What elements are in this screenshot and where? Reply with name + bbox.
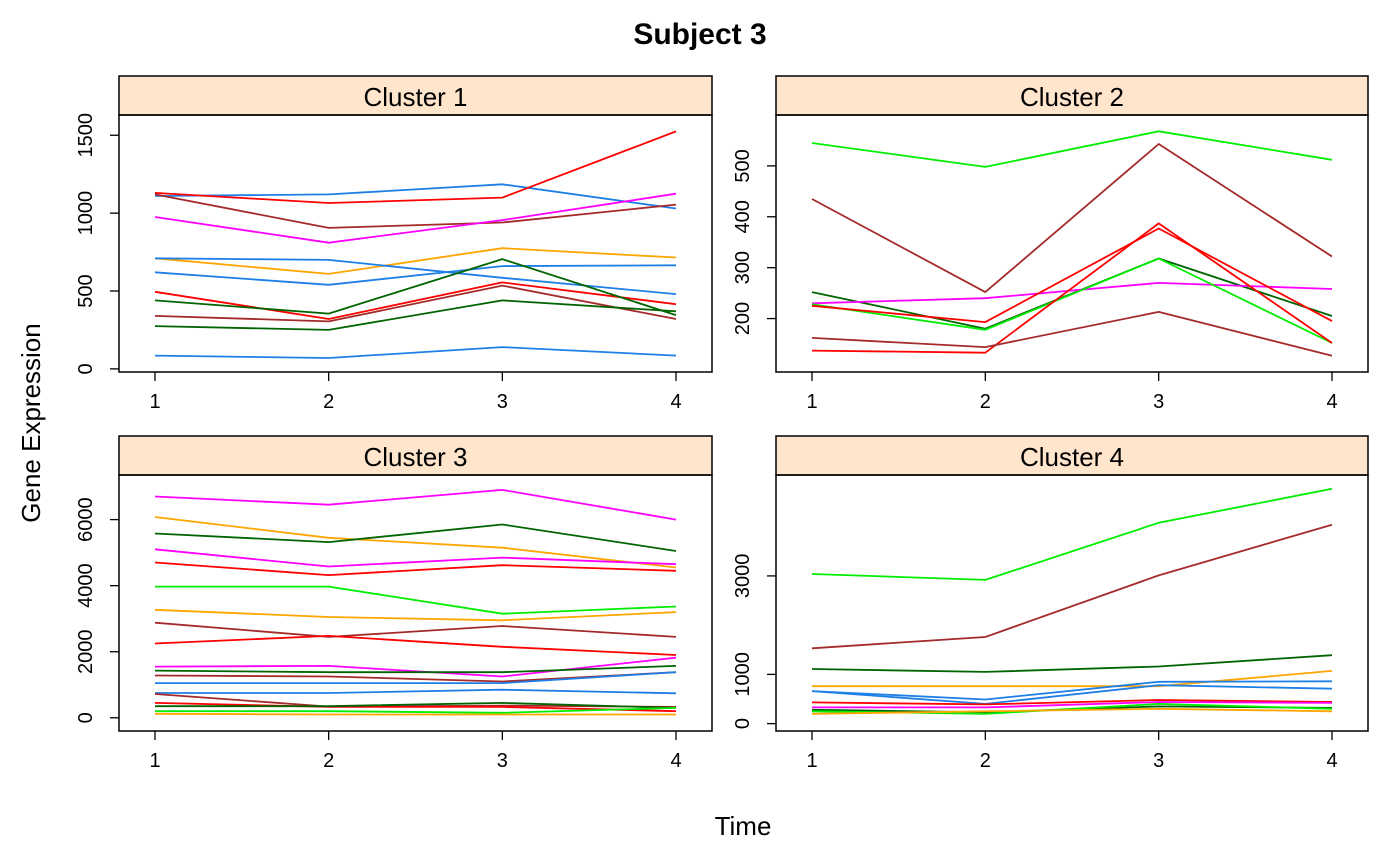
x-tick-label: 3 [497, 391, 508, 413]
series-line-4 [154, 192, 677, 244]
series-line-5 [154, 247, 677, 275]
x-axis-title: Time [715, 811, 772, 841]
x-tick-label: 2 [980, 391, 991, 413]
series-line-4 [812, 670, 1333, 688]
series-line-8 [154, 621, 677, 638]
x-tick-label: 4 [670, 750, 681, 772]
series-line-17 [155, 702, 677, 709]
x-tick-label: 4 [1326, 750, 1337, 772]
series-line-10 [154, 284, 677, 323]
panel-cluster-1: Cluster 1 1 2 3 4 0 500 1000 1500 [75, 75, 713, 413]
series-line-2 [811, 143, 1333, 294]
strip-background [775, 435, 1369, 476]
series-line-10 [154, 656, 677, 678]
figure-title: Subject 3 [633, 18, 766, 51]
series-line-1 [811, 487, 1333, 581]
series-line-18 [155, 707, 677, 714]
series-line-14 [155, 688, 677, 695]
series-line-8 [812, 701, 1333, 709]
series-group [154, 488, 677, 716]
strip-label: Cluster 4 [1020, 442, 1124, 472]
series-line-4 [811, 281, 1333, 305]
series-line-12 [154, 346, 677, 359]
panel-cluster-3: Cluster 3 1 2 3 4 0 2000 4000 6000 [75, 435, 713, 772]
y-tick-label: 0 [75, 363, 97, 374]
x-tick-label: 2 [323, 750, 334, 772]
y-tick-label: 300 [732, 251, 754, 284]
strip-background [118, 75, 713, 116]
series-group [811, 487, 1333, 715]
x-tick-label: 3 [1153, 391, 1164, 413]
series-line-5 [811, 257, 1333, 344]
series-group [811, 130, 1333, 357]
panel-frame [118, 474, 713, 732]
series-line-1 [811, 130, 1333, 168]
y-tick-label: 4000 [75, 563, 97, 608]
y-tick-label: 400 [732, 200, 754, 233]
y-tick-label: 1500 [75, 113, 97, 158]
series-line-8 [154, 281, 677, 320]
panel-frame [118, 114, 713, 373]
series-line-1 [154, 488, 677, 521]
series-line-9 [154, 258, 677, 316]
series-line-3 [154, 523, 677, 552]
strip-label: Cluster 2 [1020, 82, 1124, 112]
panel-cluster-2: Cluster 2 1 2 3 4 200 300 400 500 [732, 75, 1369, 413]
panel-cluster-4: Cluster 4 1 2 3 4 0 1000 3000 [732, 435, 1369, 772]
panel-frame [775, 474, 1369, 732]
series-line-6 [811, 227, 1333, 324]
series-line-6 [154, 257, 677, 295]
series-line-9 [154, 635, 677, 656]
series-line-4 [154, 548, 677, 568]
series-line-8 [811, 310, 1333, 357]
x-tick-label: 2 [323, 391, 334, 413]
y-tick-label: 3000 [732, 554, 754, 599]
x-tick-label: 2 [980, 750, 991, 772]
y-tick-label: 2000 [75, 629, 97, 674]
y-tick-label: 0 [732, 718, 754, 729]
series-line-7 [811, 699, 1333, 706]
series-line-19 [154, 712, 676, 716]
y-tick-label: 500 [732, 149, 754, 182]
series-line-6 [155, 585, 677, 615]
y-axis-title: Gene Expression [16, 323, 46, 522]
series-line-7 [154, 264, 677, 286]
y-tick-label: 1000 [75, 191, 97, 236]
series-line-6 [811, 684, 1333, 705]
x-tick-label: 3 [497, 750, 508, 772]
x-tick-label: 1 [806, 391, 817, 413]
y-tick-label: 1000 [732, 652, 754, 697]
y-tick-label: 500 [75, 274, 97, 307]
series-line-16 [154, 702, 677, 713]
x-tick-label: 1 [806, 750, 817, 772]
x-tick-label: 1 [149, 391, 160, 413]
series-line-1 [154, 183, 677, 210]
panel-frame [775, 114, 1369, 373]
series-line-2 [154, 130, 677, 204]
series-line-7 [811, 222, 1333, 354]
series-line-5 [811, 680, 1333, 701]
series-line-7 [154, 608, 677, 622]
x-tick-label: 1 [149, 750, 160, 772]
x-tick-label: 4 [670, 391, 681, 413]
series-group [154, 130, 677, 359]
y-tick-label: 200 [732, 302, 754, 335]
series-line-2 [811, 523, 1333, 650]
strip-label: Cluster 1 [363, 82, 467, 112]
series-line-13 [155, 671, 677, 684]
y-tick-label: 6000 [75, 497, 97, 542]
series-line-11 [811, 707, 1333, 715]
series-line-3 [154, 193, 677, 229]
strip-label: Cluster 3 [363, 442, 467, 472]
x-tick-label: 4 [1326, 391, 1337, 413]
series-line-5 [154, 561, 677, 576]
series-line-3 [811, 654, 1333, 673]
x-tick-label: 3 [1153, 750, 1164, 772]
series-line-11 [154, 665, 677, 674]
y-tick-label: 0 [75, 712, 97, 723]
series-line-2 [154, 516, 677, 569]
series-line-11 [154, 299, 677, 331]
